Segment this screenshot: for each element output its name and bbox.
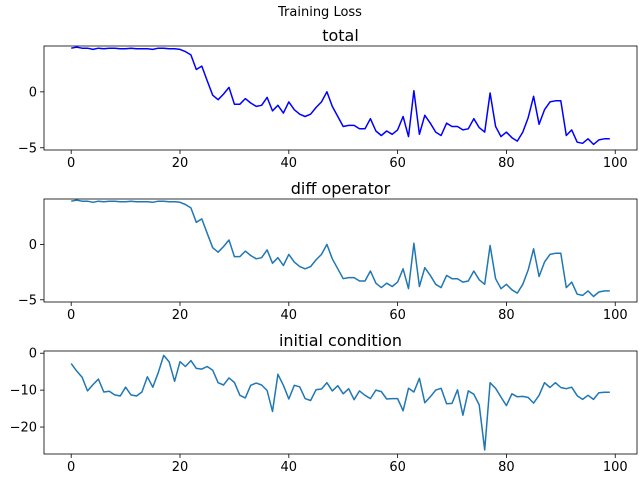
x-tick-label: 0 <box>67 308 75 323</box>
x-tick-label: 80 <box>498 308 515 323</box>
subplot-diff-operator: diff operator 0 20 40 60 80 100 −5 0 <box>18 179 638 323</box>
x-tick-label: 40 <box>281 156 298 171</box>
figure-suptitle: Training Loss <box>277 5 362 20</box>
x-tick-label: 100 <box>603 460 628 475</box>
series-line <box>70 354 610 451</box>
subplot-title: diff operator <box>291 179 391 198</box>
y-tick-label: 0 <box>29 85 37 100</box>
subplot-title: initial condition <box>279 331 402 350</box>
y-tick-label: 0 <box>29 347 37 362</box>
x-tick-label: 0 <box>67 156 75 171</box>
x-tick-label: 40 <box>281 460 298 475</box>
y-tick-label: −5 <box>18 293 37 308</box>
axes-frame <box>43 350 638 455</box>
series-line <box>71 46 610 146</box>
x-tick-label: 60 <box>389 460 406 475</box>
x-tick-label: 0 <box>67 460 75 475</box>
x-tick-label: 60 <box>389 308 406 323</box>
subplot-total: total 0 20 40 60 80 100 −5 0 <box>18 26 638 171</box>
x-tick-label: 100 <box>603 308 628 323</box>
x-tick-label: 40 <box>281 308 298 323</box>
y-tick-label: −20 <box>10 421 37 436</box>
x-tick-label: 60 <box>389 156 406 171</box>
y-tick-label: −5 <box>18 141 37 156</box>
series-line <box>71 199 610 298</box>
subplot-title: total <box>322 26 359 45</box>
subplot-initial-condition: initial condition 0 20 40 60 80 100 −20 −10 0 <box>10 331 638 475</box>
x-tick-label: 20 <box>172 460 189 475</box>
x-tick-label: 100 <box>603 156 628 171</box>
axes-frame <box>43 45 638 151</box>
y-tick-label: 0 <box>29 238 37 253</box>
axes-frame <box>43 198 638 303</box>
x-tick-label: 80 <box>498 460 515 475</box>
y-tick-label: −10 <box>10 384 37 399</box>
x-tick-label: 80 <box>498 156 515 171</box>
x-tick-label: 20 <box>172 308 189 323</box>
x-tick-label: 20 <box>172 156 189 171</box>
